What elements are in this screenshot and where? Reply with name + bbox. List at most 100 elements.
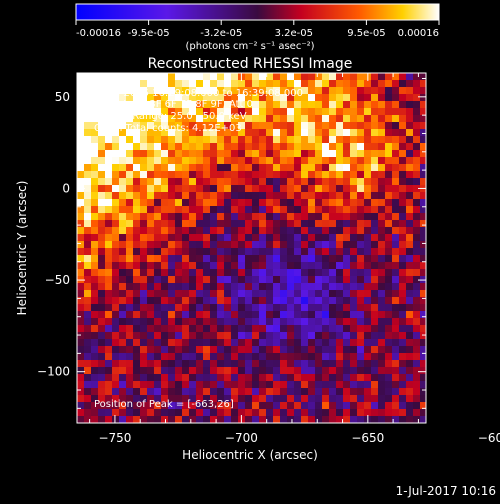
heatmap-cell xyxy=(231,73,239,81)
heatmap-cell xyxy=(154,262,162,270)
heatmap-cell xyxy=(399,94,407,102)
heatmap-cell xyxy=(392,374,400,382)
heatmap-cell xyxy=(413,108,421,116)
heatmap-cell xyxy=(77,360,85,368)
heatmap-cell xyxy=(119,325,127,333)
heatmap-cell xyxy=(378,416,386,423)
heatmap-cell xyxy=(420,192,426,200)
heatmap-cell xyxy=(315,325,323,333)
heatmap-cell xyxy=(322,269,330,277)
heatmap-cell xyxy=(273,374,281,382)
heatmap-cell xyxy=(329,227,337,235)
heatmap-cell xyxy=(154,402,162,410)
heatmap-cell xyxy=(315,269,323,277)
heatmap-cell xyxy=(189,360,197,368)
heatmap-cell xyxy=(259,381,267,389)
heatmap-cell xyxy=(105,220,113,228)
heatmap-cell xyxy=(161,255,169,263)
heatmap-cell xyxy=(217,94,225,102)
heatmap-cell xyxy=(378,206,386,214)
heatmap-cell xyxy=(105,367,113,375)
heatmap-cell xyxy=(196,346,204,354)
heatmap-cell xyxy=(364,87,372,95)
heatmap-cell xyxy=(329,339,337,347)
heatmap-cell xyxy=(210,276,218,284)
heatmap-cell xyxy=(301,339,309,347)
heatmap-cell xyxy=(224,234,232,242)
heatmap-cell xyxy=(112,150,120,158)
heatmap-cell xyxy=(273,381,281,389)
heatmap-cell xyxy=(252,367,260,375)
heatmap-cell xyxy=(119,290,127,298)
heatmap-cell xyxy=(294,143,302,151)
heatmap-cell xyxy=(406,94,414,102)
heatmap-cell xyxy=(168,262,176,270)
heatmap-cell xyxy=(224,374,232,382)
heatmap-cell xyxy=(322,325,330,333)
heatmap-cell xyxy=(301,269,309,277)
heatmap-cell xyxy=(112,164,120,172)
heatmap-cell xyxy=(413,234,421,242)
heatmap-cell xyxy=(154,192,162,200)
heatmap-cell xyxy=(406,227,414,235)
heatmap-cell xyxy=(210,157,218,165)
heatmap-cell xyxy=(147,192,155,200)
heatmap-cell xyxy=(203,325,211,333)
heatmap-cell xyxy=(126,178,134,186)
heatmap-cell xyxy=(126,150,134,158)
heatmap-cell xyxy=(105,80,113,88)
heatmap-cell xyxy=(336,199,344,207)
heatmap-cell xyxy=(84,206,92,214)
heatmap-cell xyxy=(378,143,386,151)
heatmap-cell xyxy=(413,87,421,95)
heatmap-cell xyxy=(259,80,267,88)
heatmap-cell xyxy=(266,94,274,102)
heatmap-cell xyxy=(392,80,400,88)
heatmap-cell xyxy=(280,269,288,277)
heatmap-cell xyxy=(280,388,288,396)
heatmap-cell xyxy=(357,101,365,109)
heatmap-cell xyxy=(98,339,106,347)
heatmap-cell xyxy=(126,416,134,423)
heatmap-cell xyxy=(364,122,372,130)
heatmap-cell xyxy=(315,206,323,214)
heatmap-cell xyxy=(119,185,127,193)
heatmap-cell xyxy=(189,339,197,347)
heatmap-cell xyxy=(364,395,372,403)
heatmap-cell xyxy=(266,178,274,186)
heatmap-cell xyxy=(112,199,120,207)
heatmap-cell xyxy=(84,374,92,382)
heatmap-cell xyxy=(252,122,260,130)
heatmap-cell xyxy=(392,101,400,109)
heatmap-cell xyxy=(301,94,309,102)
heatmap-cell xyxy=(315,108,323,116)
heatmap-cell xyxy=(91,80,99,88)
heatmap-cell xyxy=(420,374,426,382)
heatmap-cell xyxy=(329,395,337,403)
y-axis-label: Heliocentric Y (arcsec) xyxy=(15,181,29,316)
heatmap-cell xyxy=(294,192,302,200)
heatmap-cell xyxy=(77,374,85,382)
heatmap-cell xyxy=(385,192,393,200)
heatmap-cell xyxy=(154,73,162,81)
heatmap-cell xyxy=(203,129,211,137)
heatmap-cell xyxy=(301,353,309,361)
heatmap-cell xyxy=(147,122,155,130)
heatmap-cell xyxy=(91,346,99,354)
heatmap-cell xyxy=(224,171,232,179)
heatmap-cell xyxy=(231,339,239,347)
heatmap-cell xyxy=(238,122,246,130)
heatmap-cell xyxy=(98,318,106,326)
heatmap-cell xyxy=(364,283,372,291)
heatmap-cell xyxy=(308,143,316,151)
heatmap-cell xyxy=(343,360,351,368)
heatmap-cell xyxy=(217,409,225,417)
heatmap-cell xyxy=(189,178,197,186)
heatmap-cell xyxy=(399,360,407,368)
heatmap-cell xyxy=(308,73,316,81)
heatmap-cell xyxy=(252,171,260,179)
heatmap-cell xyxy=(350,353,358,361)
heatmap-cell xyxy=(357,381,365,389)
heatmap-cell xyxy=(336,339,344,347)
heatmap-cell xyxy=(231,283,239,291)
